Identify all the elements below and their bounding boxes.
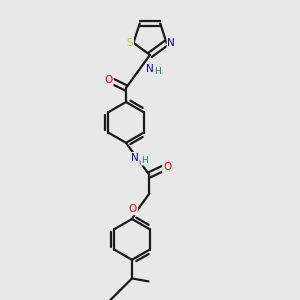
Text: N: N [167, 38, 175, 48]
Text: O: O [163, 162, 171, 172]
Text: S: S [127, 38, 133, 48]
Text: H: H [141, 156, 148, 165]
Text: O: O [104, 75, 113, 85]
Text: O: O [129, 204, 137, 214]
Text: N: N [131, 153, 139, 163]
Text: N: N [146, 64, 154, 74]
Text: H: H [154, 67, 161, 76]
